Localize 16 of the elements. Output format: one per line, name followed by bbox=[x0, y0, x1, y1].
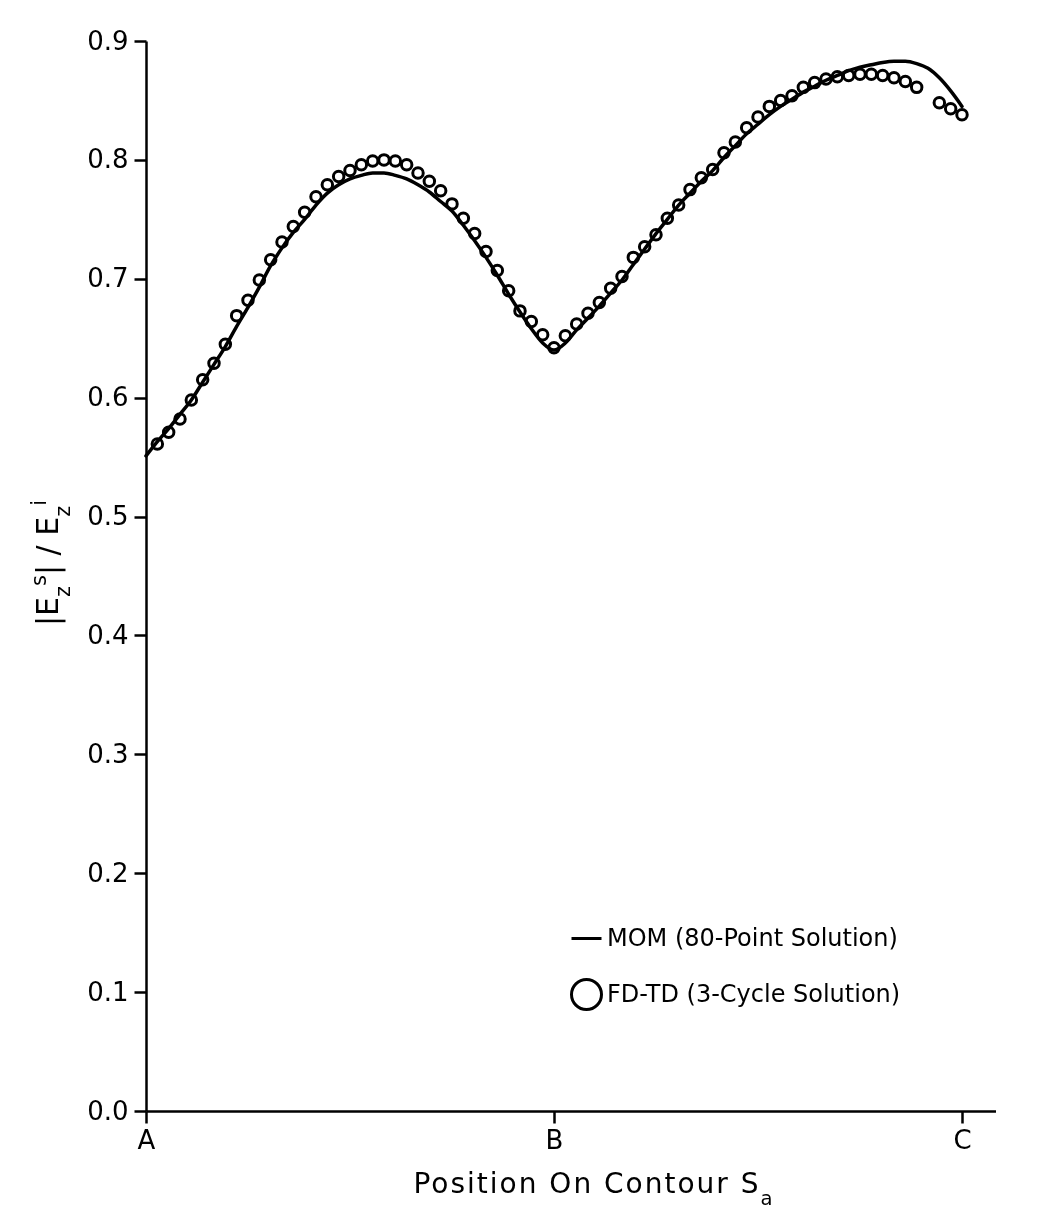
y-tick-label: 0.5 bbox=[87, 501, 129, 532]
x-tick-label: C bbox=[953, 1124, 972, 1155]
y-tick-label: 0.0 bbox=[87, 1095, 129, 1126]
x-tick-label: B bbox=[545, 1124, 564, 1155]
y-tick-label: 0.4 bbox=[87, 619, 129, 650]
y-tick-label: 0.9 bbox=[87, 25, 129, 56]
y-tick-label: 0.2 bbox=[87, 857, 129, 888]
y-tick-label: 0.8 bbox=[87, 144, 129, 175]
y-tick-label: 0.6 bbox=[87, 382, 129, 413]
x-tick-label: A bbox=[137, 1124, 156, 1155]
legend-label: FD-TD (3-Cycle Solution) bbox=[607, 979, 901, 1008]
x-axis-title: Position On Contour S$_{a}$ bbox=[413, 1167, 775, 1210]
legend-label: MOM (80-Point Solution) bbox=[607, 923, 898, 952]
y-tick-label: 0.3 bbox=[87, 738, 129, 769]
y-tick-label: 0.7 bbox=[87, 263, 129, 294]
y-tick-label: 0.1 bbox=[87, 976, 129, 1007]
